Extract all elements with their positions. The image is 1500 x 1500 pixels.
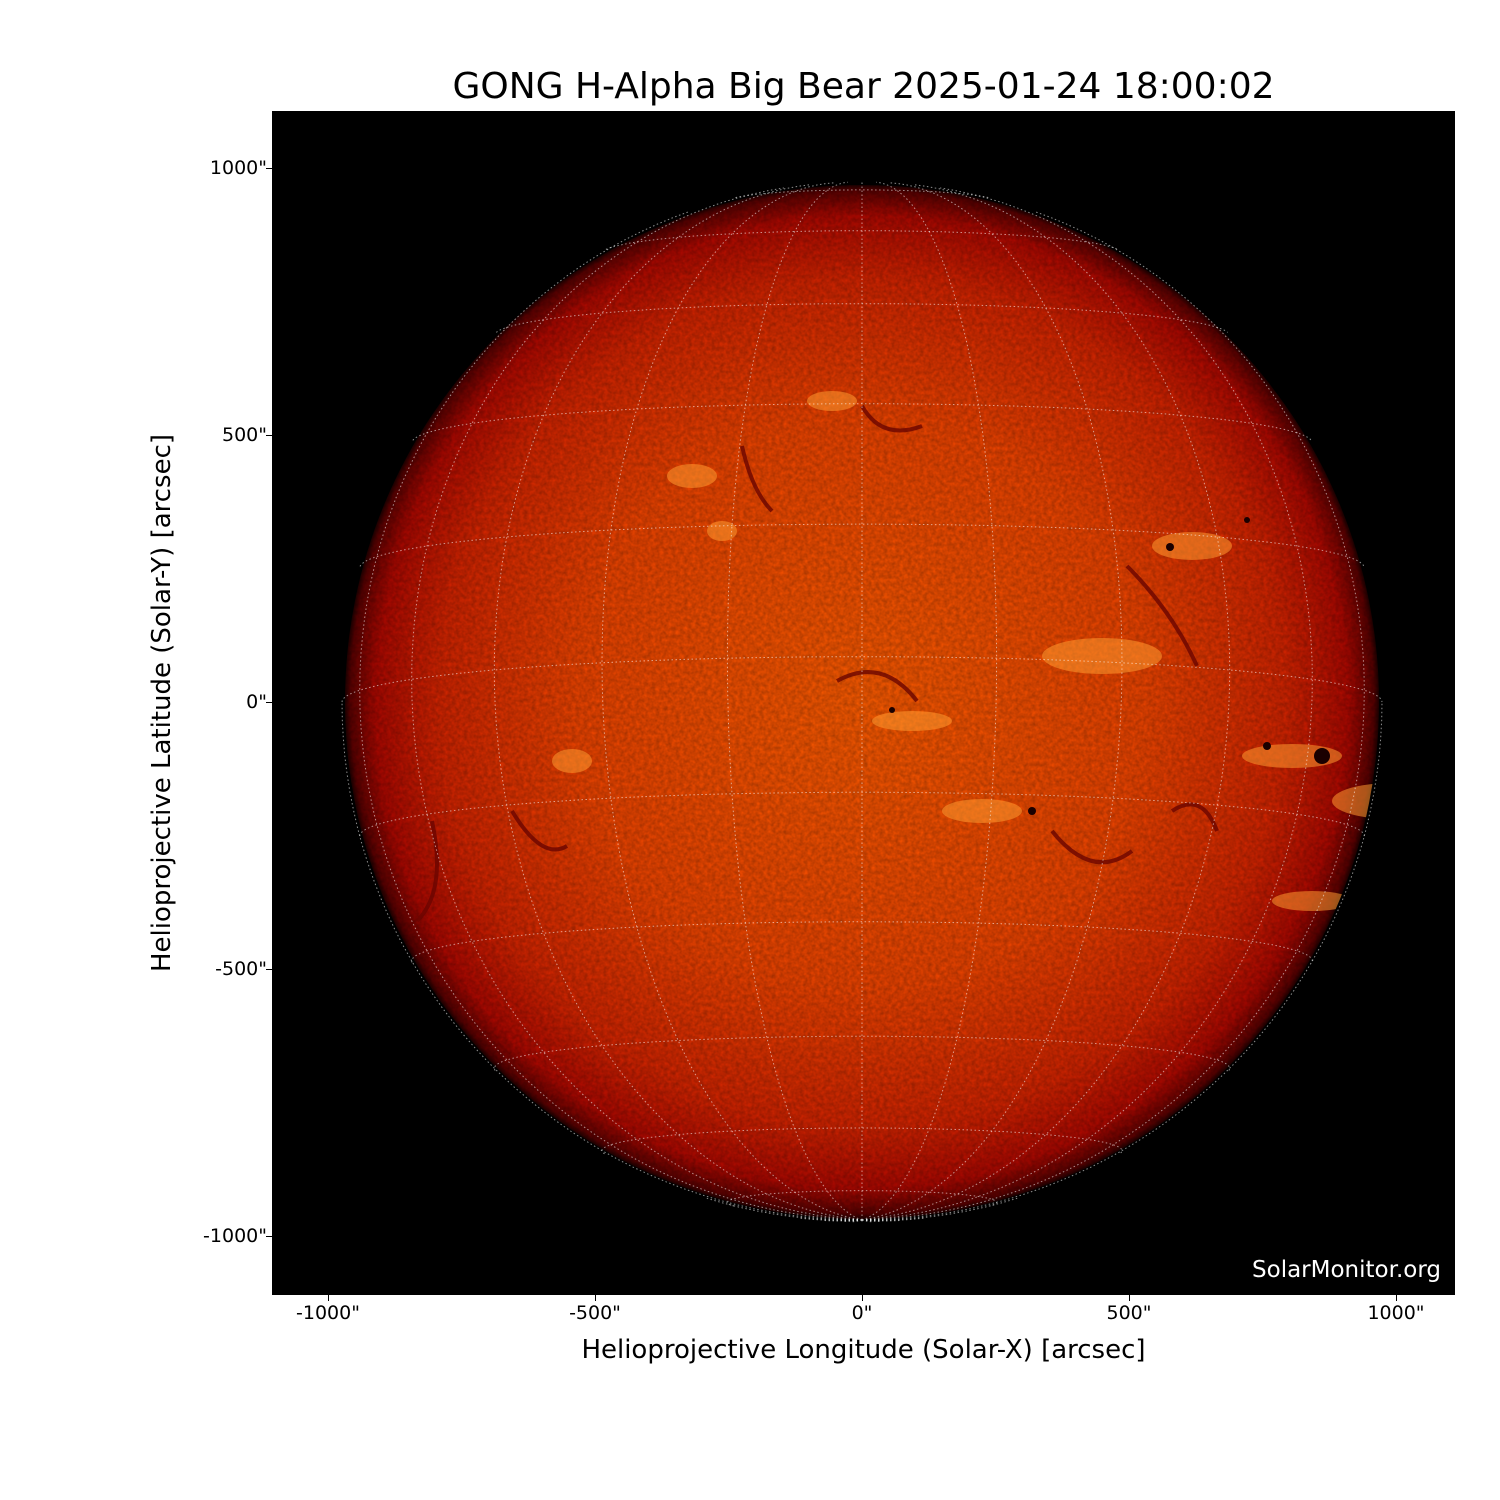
x-tick-label: 1000"	[1367, 1302, 1425, 1324]
latitude-gridline	[411, 921, 1313, 963]
longitude-gridline	[861, 1217, 925, 1222]
sunspot	[889, 707, 895, 713]
x-axis-label: Helioprojective Longitude (Solar-X) [arc…	[581, 1335, 1146, 1365]
filament	[1170, 802, 1219, 832]
latitude-gridline	[359, 791, 1365, 837]
solar-features	[415, 391, 1379, 923]
y-tick-mark	[266, 168, 272, 169]
filament	[415, 820, 439, 923]
filament	[510, 809, 569, 852]
sunspot	[1028, 807, 1036, 815]
longitude-gridline	[493, 184, 863, 1221]
y-tick-mark	[266, 435, 272, 436]
longitude-gridline	[861, 1219, 872, 1223]
x-tick-label: -500"	[569, 1302, 621, 1324]
plage-region	[1152, 532, 1232, 560]
longitude-gridline	[341, 701, 863, 1221]
longitude-gridline	[411, 187, 863, 1221]
x-tick-mark	[328, 1295, 329, 1301]
longitude-gridline	[861, 1219, 901, 1222]
y-tick-label: -500"	[215, 958, 267, 980]
x-tick-mark	[1396, 1295, 1397, 1301]
latitude-gridline	[735, 189, 989, 199]
filament	[1125, 564, 1199, 667]
plage-region	[1272, 891, 1352, 911]
x-tick-mark	[862, 1295, 863, 1301]
filament	[860, 404, 923, 433]
solar-disk-image	[341, 181, 1383, 1223]
longitude-gridline	[843, 1219, 863, 1222]
watermark: SolarMonitor.org	[1252, 1257, 1441, 1283]
filament	[836, 670, 919, 703]
y-tick-label: 1000"	[209, 157, 267, 179]
sunspot	[1166, 543, 1174, 551]
longitude-gridline	[861, 701, 1383, 1221]
x-tick-mark	[1129, 1295, 1130, 1301]
plage-region	[667, 464, 717, 488]
y-tick-mark	[266, 969, 272, 970]
longitude-gridline	[861, 184, 1231, 1221]
plage-region	[942, 799, 1022, 823]
longitude-gridline	[799, 1217, 863, 1222]
plage-region	[1042, 638, 1162, 674]
y-axis-label: Helioprojective Latitude (Solar-Y) [arcs…	[147, 433, 177, 973]
plage-region	[807, 391, 857, 411]
sunspot	[1244, 517, 1250, 523]
solar-image-axes: SolarMonitor.org	[272, 111, 1455, 1295]
y-tick-label: -1000"	[203, 1225, 267, 1247]
longitude-gridline	[861, 210, 1365, 1221]
x-tick-label: 500"	[1106, 1302, 1152, 1324]
heliographic-grid	[341, 181, 1383, 1223]
plage-region	[552, 749, 592, 773]
longitude-gridline	[601, 182, 863, 1221]
plage-region	[1332, 783, 1379, 819]
y-tick-label: 500"	[221, 424, 267, 446]
sunspot	[1314, 748, 1330, 764]
longitude-gridline	[823, 1219, 863, 1222]
longitude-gridline	[359, 210, 863, 1221]
sunspot	[1263, 742, 1271, 750]
latitude-gridline	[359, 523, 1365, 567]
filament	[1050, 829, 1134, 865]
filament	[740, 445, 774, 513]
x-tick-label: 0"	[851, 1302, 873, 1324]
longitude-gridline	[861, 182, 1123, 1221]
y-tick-mark	[266, 1236, 272, 1237]
longitude-gridline	[852, 1219, 863, 1223]
plage-region	[872, 711, 952, 731]
y-tick-label: 0"	[246, 691, 267, 713]
longitude-gridline	[861, 187, 1313, 1221]
x-tick-mark	[595, 1295, 596, 1301]
plot-title: GONG H-Alpha Big Bear 2025-01-24 18:00:0…	[452, 66, 1275, 107]
y-tick-mark	[266, 702, 272, 703]
plage-region	[707, 521, 737, 541]
x-tick-label: -1000"	[296, 1302, 360, 1324]
longitude-gridline	[861, 1219, 881, 1222]
latitude-gridline	[601, 1127, 1123, 1155]
